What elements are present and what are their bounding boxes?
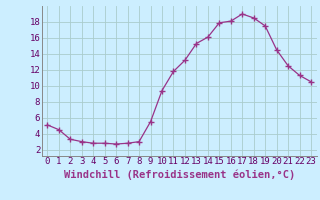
X-axis label: Windchill (Refroidissement éolien,°C): Windchill (Refroidissement éolien,°C): [64, 169, 295, 180]
